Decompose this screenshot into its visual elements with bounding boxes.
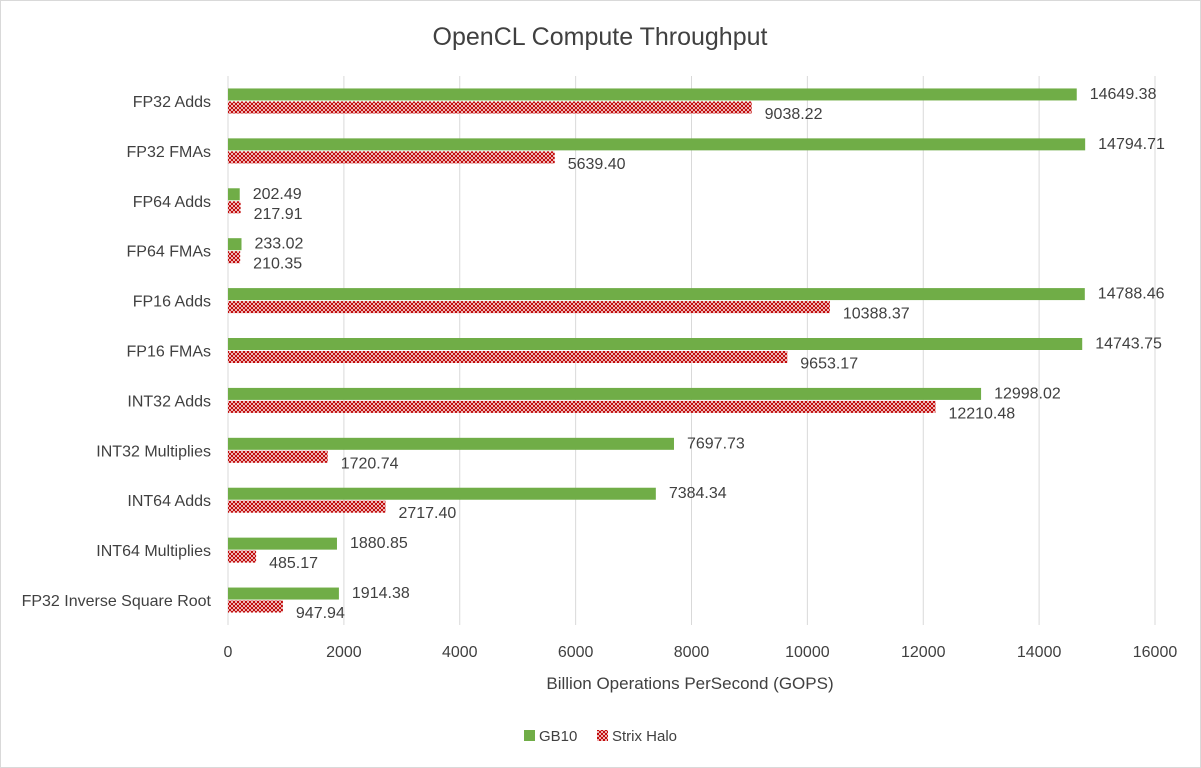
legend-swatch-strix-halo xyxy=(597,730,608,741)
category-label: FP64 Adds xyxy=(133,194,211,211)
data-label: 14788.46 xyxy=(1098,286,1165,303)
data-label: 210.35 xyxy=(253,256,302,273)
category-label: FP32 Inverse Square Root xyxy=(22,593,212,610)
bar-gb10[interactable] xyxy=(228,288,1085,301)
legend-label: GB10 xyxy=(539,728,577,745)
data-label: 5639.40 xyxy=(568,156,626,173)
data-label: 14743.75 xyxy=(1095,336,1162,353)
category-label: INT64 Adds xyxy=(127,493,211,510)
x-tick-labels: 0 2000 4000 6000 8000 10000 12000 14000 16000 xyxy=(224,644,1178,661)
category-label: INT32 Multiplies xyxy=(96,443,211,460)
chart-title: OpenCL Compute Throughput xyxy=(433,23,768,51)
data-label: 233.02 xyxy=(255,236,304,253)
x-tick-label: 14000 xyxy=(1017,644,1062,661)
category-label: INT64 Multiplies xyxy=(96,543,211,560)
legend[interactable]: GB10 Strix Halo xyxy=(524,728,677,745)
bar-strix-halo[interactable] xyxy=(228,301,830,314)
data-label: 10388.37 xyxy=(843,306,910,323)
bar-strix-halo[interactable] xyxy=(228,351,788,363)
x-tick-label: 0 xyxy=(224,644,233,661)
x-tick-label: 12000 xyxy=(901,644,946,661)
data-label: 2717.40 xyxy=(398,505,456,522)
bar-gb10[interactable] xyxy=(228,437,674,450)
category-label: FP64 FMAs xyxy=(127,244,211,261)
data-label: 947.94 xyxy=(296,605,345,622)
x-tick-label: 2000 xyxy=(326,644,362,661)
bar-strix-halo[interactable] xyxy=(228,101,752,114)
grid-layer xyxy=(227,76,1156,625)
legend-label: Strix Halo xyxy=(612,728,677,745)
bar-gb10[interactable] xyxy=(228,387,982,400)
bar-gb10[interactable] xyxy=(228,537,337,550)
x-tick-label: 4000 xyxy=(442,644,478,661)
bar-strix-halo[interactable] xyxy=(228,151,555,164)
bar-gb10[interactable] xyxy=(228,138,1086,151)
category-label: FP16 Adds xyxy=(133,294,211,311)
bar-strix-halo[interactable] xyxy=(228,600,283,613)
category-labels: FP32 Adds FP32 FMAs FP64 Adds FP64 FMAs FP16… xyxy=(22,94,212,610)
bar-strix-halo[interactable] xyxy=(228,450,328,463)
bar-gb10[interactable] xyxy=(228,188,240,201)
data-label: 9653.17 xyxy=(800,356,858,373)
data-label: 202.49 xyxy=(253,186,302,203)
bar-strix-halo[interactable] xyxy=(228,500,386,513)
data-label: 217.91 xyxy=(254,206,303,223)
legend-swatch-gb10 xyxy=(524,730,535,741)
data-label: 1720.74 xyxy=(341,455,399,472)
bar-gb10[interactable] xyxy=(228,338,1083,350)
x-tick-label: 6000 xyxy=(558,644,594,661)
x-tick-label: 16000 xyxy=(1133,644,1178,661)
bar-gb10[interactable] xyxy=(228,88,1077,101)
bar-gb10[interactable] xyxy=(228,238,242,251)
category-label: FP32 Adds xyxy=(133,94,211,111)
data-label: 9038.22 xyxy=(765,106,823,123)
data-label: 7697.73 xyxy=(687,435,745,452)
category-label: FP16 FMAs xyxy=(127,344,211,361)
x-tick-label: 8000 xyxy=(674,644,710,661)
data-label: 14794.71 xyxy=(1098,136,1165,153)
data-label: 12210.48 xyxy=(948,405,1015,422)
category-label: FP32 FMAs xyxy=(127,144,211,161)
bar-gb10[interactable] xyxy=(228,587,339,600)
bar-strix-halo[interactable] xyxy=(228,201,241,214)
data-label: 485.17 xyxy=(269,555,318,572)
data-label: 14649.38 xyxy=(1090,86,1157,103)
x-axis-title: Billion Operations PerSecond (GOPS) xyxy=(546,674,833,693)
data-label: 12998.02 xyxy=(994,385,1061,402)
bars-layer: 14649.38 9038.22 14794.71 5639.40 202.49 217.… xyxy=(228,86,1165,622)
data-label: 1880.85 xyxy=(350,535,408,552)
data-label: 7384.34 xyxy=(669,485,727,502)
bar-strix-halo[interactable] xyxy=(228,400,936,413)
bar-gb10[interactable] xyxy=(228,487,656,500)
x-tick-label: 10000 xyxy=(785,644,830,661)
data-label: 1914.38 xyxy=(352,585,410,602)
bar-strix-halo[interactable] xyxy=(228,251,241,264)
category-label: INT32 Adds xyxy=(127,393,211,410)
bar-strix-halo[interactable] xyxy=(228,550,257,563)
